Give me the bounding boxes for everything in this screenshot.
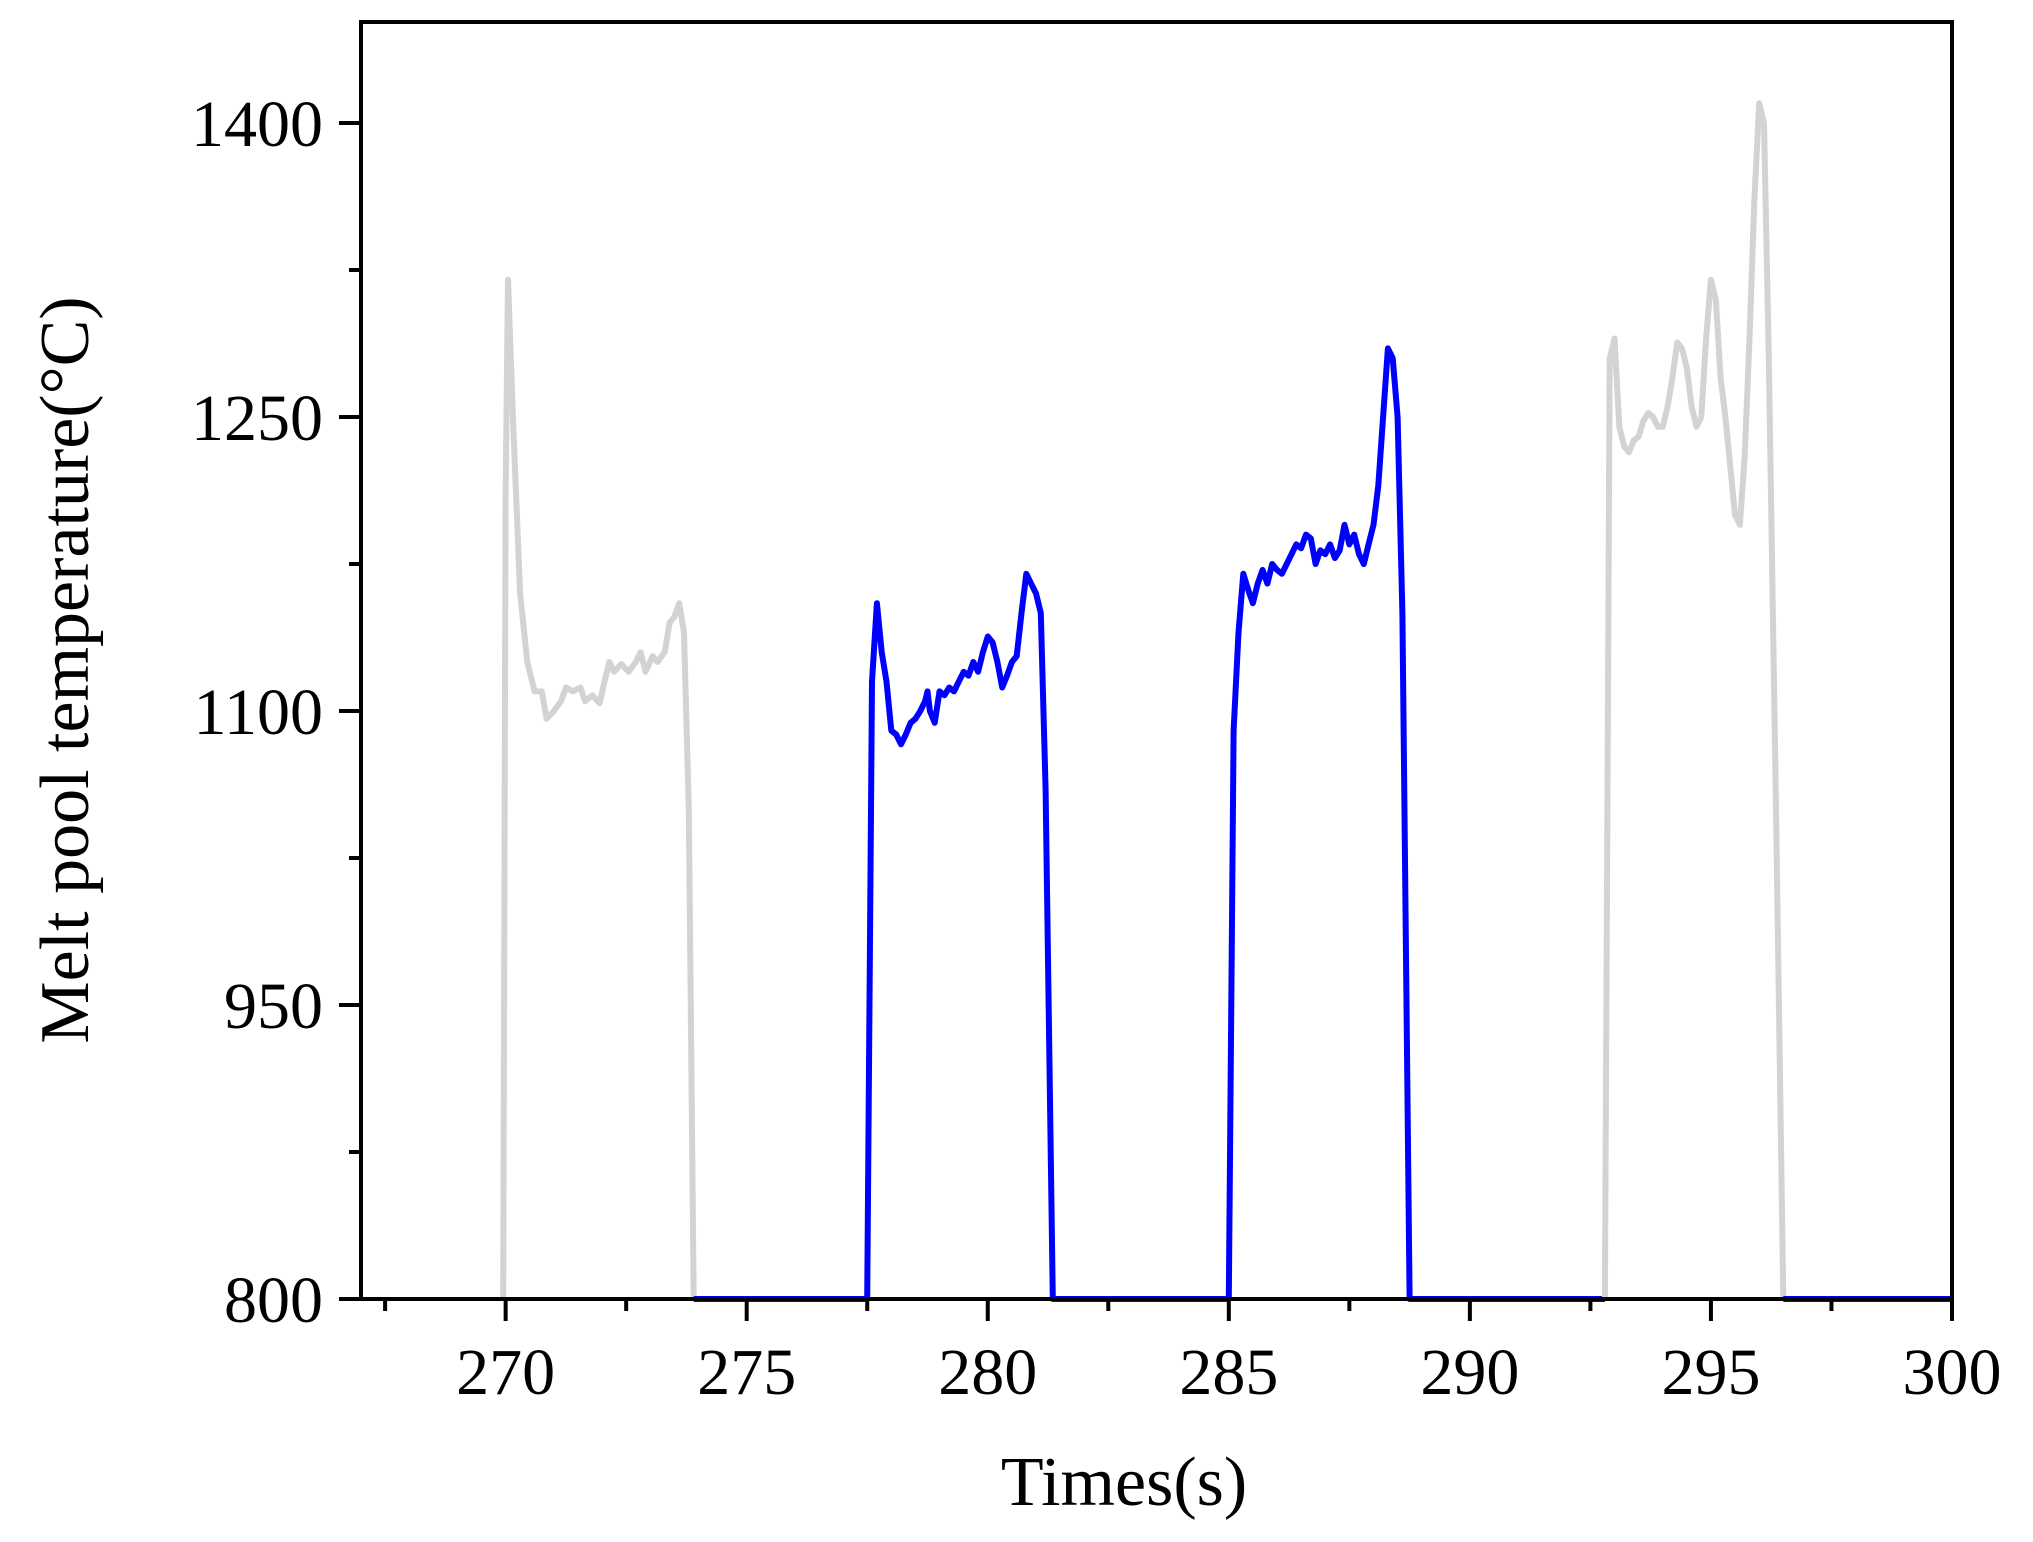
x-tick-label: 285 (1179, 1336, 1278, 1409)
y-axis-title: Melt pool temperature(°C) (27, 296, 104, 1043)
y-axis: 800 950 1100 1250 1400 (191, 88, 361, 1337)
y-tick-label: 1400 (191, 88, 323, 161)
y-tick-label: 800 (224, 1264, 323, 1337)
x-axis: 270 275 280 285 290 295 300 (383, 1299, 2002, 1409)
series-line-2 (693, 345, 1605, 1302)
series-line-1 (500, 276, 697, 1300)
y-tick-label: 950 (224, 970, 323, 1043)
x-tick-label: 275 (697, 1336, 796, 1409)
y-tick-label: 1100 (193, 676, 323, 749)
x-axis-title: Times(s) (1001, 1444, 1247, 1521)
series-layer (500, 100, 1952, 1302)
x-tick-label: 280 (938, 1336, 1037, 1409)
y-tick-label: 1250 (191, 382, 323, 455)
x-tick-label: 290 (1420, 1336, 1519, 1409)
plot-frame (359, 20, 1954, 1301)
x-tick-label: 300 (1903, 1336, 2002, 1409)
series-line-3 (1601, 100, 1787, 1300)
x-tick-label: 295 (1661, 1336, 1760, 1409)
x-tick-label: 270 (456, 1336, 555, 1409)
